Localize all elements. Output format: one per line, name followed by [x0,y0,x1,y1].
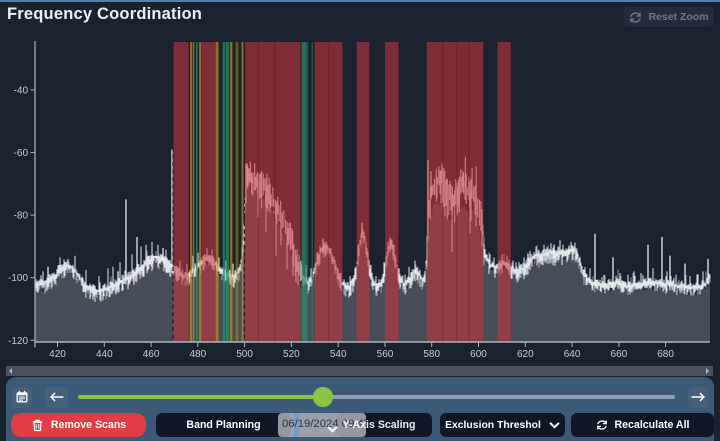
svg-text:600: 600 [470,349,487,360]
svg-text:620: 620 [517,349,534,360]
svg-text:460: 460 [143,349,160,360]
svg-text:-60: -60 [14,148,29,159]
svg-text:560: 560 [377,349,394,360]
svg-text:660: 660 [611,349,628,360]
svg-text:500: 500 [236,349,253,360]
svg-text:540: 540 [330,349,347,360]
svg-text:-120: -120 [8,336,28,347]
svg-text:520: 520 [283,349,300,360]
svg-text:-80: -80 [14,211,29,222]
svg-text:440: 440 [96,349,113,360]
svg-text:640: 640 [564,349,581,360]
svg-text:-40: -40 [14,85,29,96]
svg-text:-100: -100 [8,273,28,284]
svg-text:480: 480 [189,349,206,360]
svg-text:680: 680 [657,349,674,360]
svg-text:420: 420 [49,349,66,360]
svg-text:580: 580 [423,349,440,360]
